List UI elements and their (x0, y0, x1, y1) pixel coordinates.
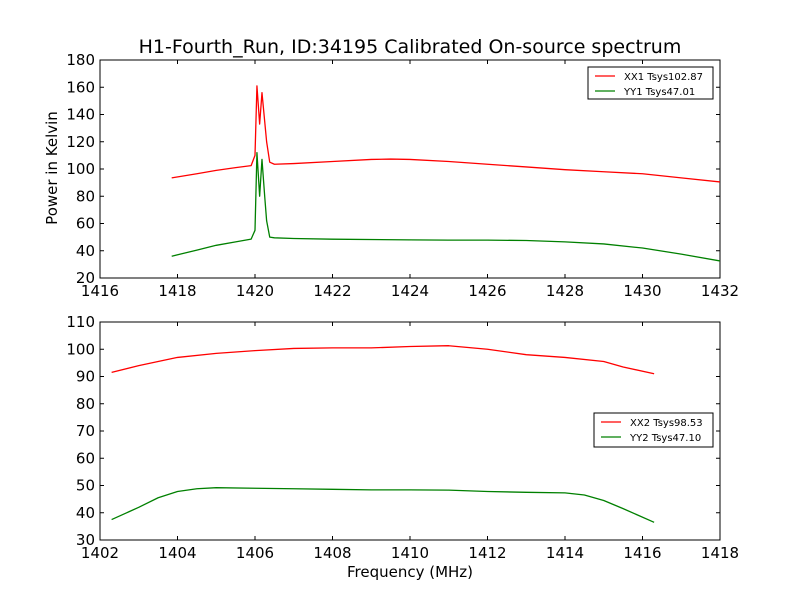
bottom-x-tick-label: 1414 (546, 544, 584, 562)
bottom-y-tick-label: 40 (76, 504, 95, 522)
top-x-tick-label: 1418 (158, 282, 196, 300)
top-y-tick-label: 40 (76, 242, 95, 260)
top-x-tick-label: 1432 (701, 282, 739, 300)
bottom-x-tick-label: 1412 (468, 544, 506, 562)
bottom-x-tick-label: 1416 (623, 544, 661, 562)
top-legend-label-1: XX1 Tsys102.87 (624, 72, 703, 83)
bottom-x-tick-label: 1406 (236, 544, 274, 562)
bottom-series-line-2 (111, 487, 655, 523)
top-y-tick-label: 180 (66, 51, 95, 69)
x-axis-label: Frequency (MHz) (347, 563, 473, 581)
bottom-legend-label-1: XX2 Tsys98.53 (630, 418, 703, 429)
bottom-y-tick-label: 70 (76, 422, 95, 440)
bottom-legend-label-2: YY2 Tsys47.10 (629, 433, 701, 444)
bottom-plot: 1402 1404 1406 1408 1410 1412 1414 1416 1418 30 40… (66, 313, 739, 562)
bottom-y-tick-label: 30 (76, 531, 95, 549)
top-legend-box (587, 66, 714, 100)
top-y-tick-label: 100 (66, 160, 95, 178)
y-axis-label: Power in Kelvin (43, 111, 61, 225)
bottom-y-tick-label: 50 (76, 477, 95, 495)
top-x-tick-label: 1422 (313, 282, 351, 300)
bottom-y-tick-label: 110 (66, 313, 95, 331)
top-series-line-2 (171, 152, 720, 262)
bottom-x-tick-label: 1410 (391, 544, 429, 562)
bottom-x-tick-label: 1408 (313, 544, 351, 562)
top-y-tick-label: 80 (76, 187, 95, 205)
top-plot: 1416 1418 1420 1422 1424 1426 1428 1430 1432 20 40… (66, 51, 739, 300)
top-series-line-1 (171, 85, 720, 183)
top-x-tick-label: 1426 (468, 282, 506, 300)
bottom-x-tick-label: 1418 (701, 544, 739, 562)
top-x-tick-label: 1428 (546, 282, 584, 300)
top-y-tick-label: 60 (76, 215, 95, 233)
top-y-tick-label: 140 (66, 106, 95, 124)
bottom-y-tick-label: 90 (76, 368, 95, 386)
top-x-tick-label: 1416 (81, 282, 119, 300)
bottom-y-tick-label: 80 (76, 395, 95, 413)
bottom-x-tick-label: 1402 (81, 544, 119, 562)
top-legend-label-2: YY1 Tsys47.01 (623, 87, 695, 98)
bottom-legend-box (593, 412, 714, 448)
top-x-tick-label: 1424 (391, 282, 429, 300)
bottom-y-tick-label: 100 (66, 340, 95, 358)
top-y-tick-label: 120 (66, 133, 95, 151)
top-x-tick-label: 1420 (236, 282, 274, 300)
top-x-tick-label: 1430 (623, 282, 661, 300)
bottom-y-tick-label: 60 (76, 449, 95, 467)
bottom-series-line-1 (111, 345, 655, 375)
chart-title: H1-Fourth_Run, ID:34195 Calibrated On-so… (139, 36, 682, 58)
bottom-x-tick-label: 1404 (158, 544, 196, 562)
top-y-tick-label: 160 (66, 78, 95, 96)
top-y-tick-label: 20 (76, 269, 95, 287)
